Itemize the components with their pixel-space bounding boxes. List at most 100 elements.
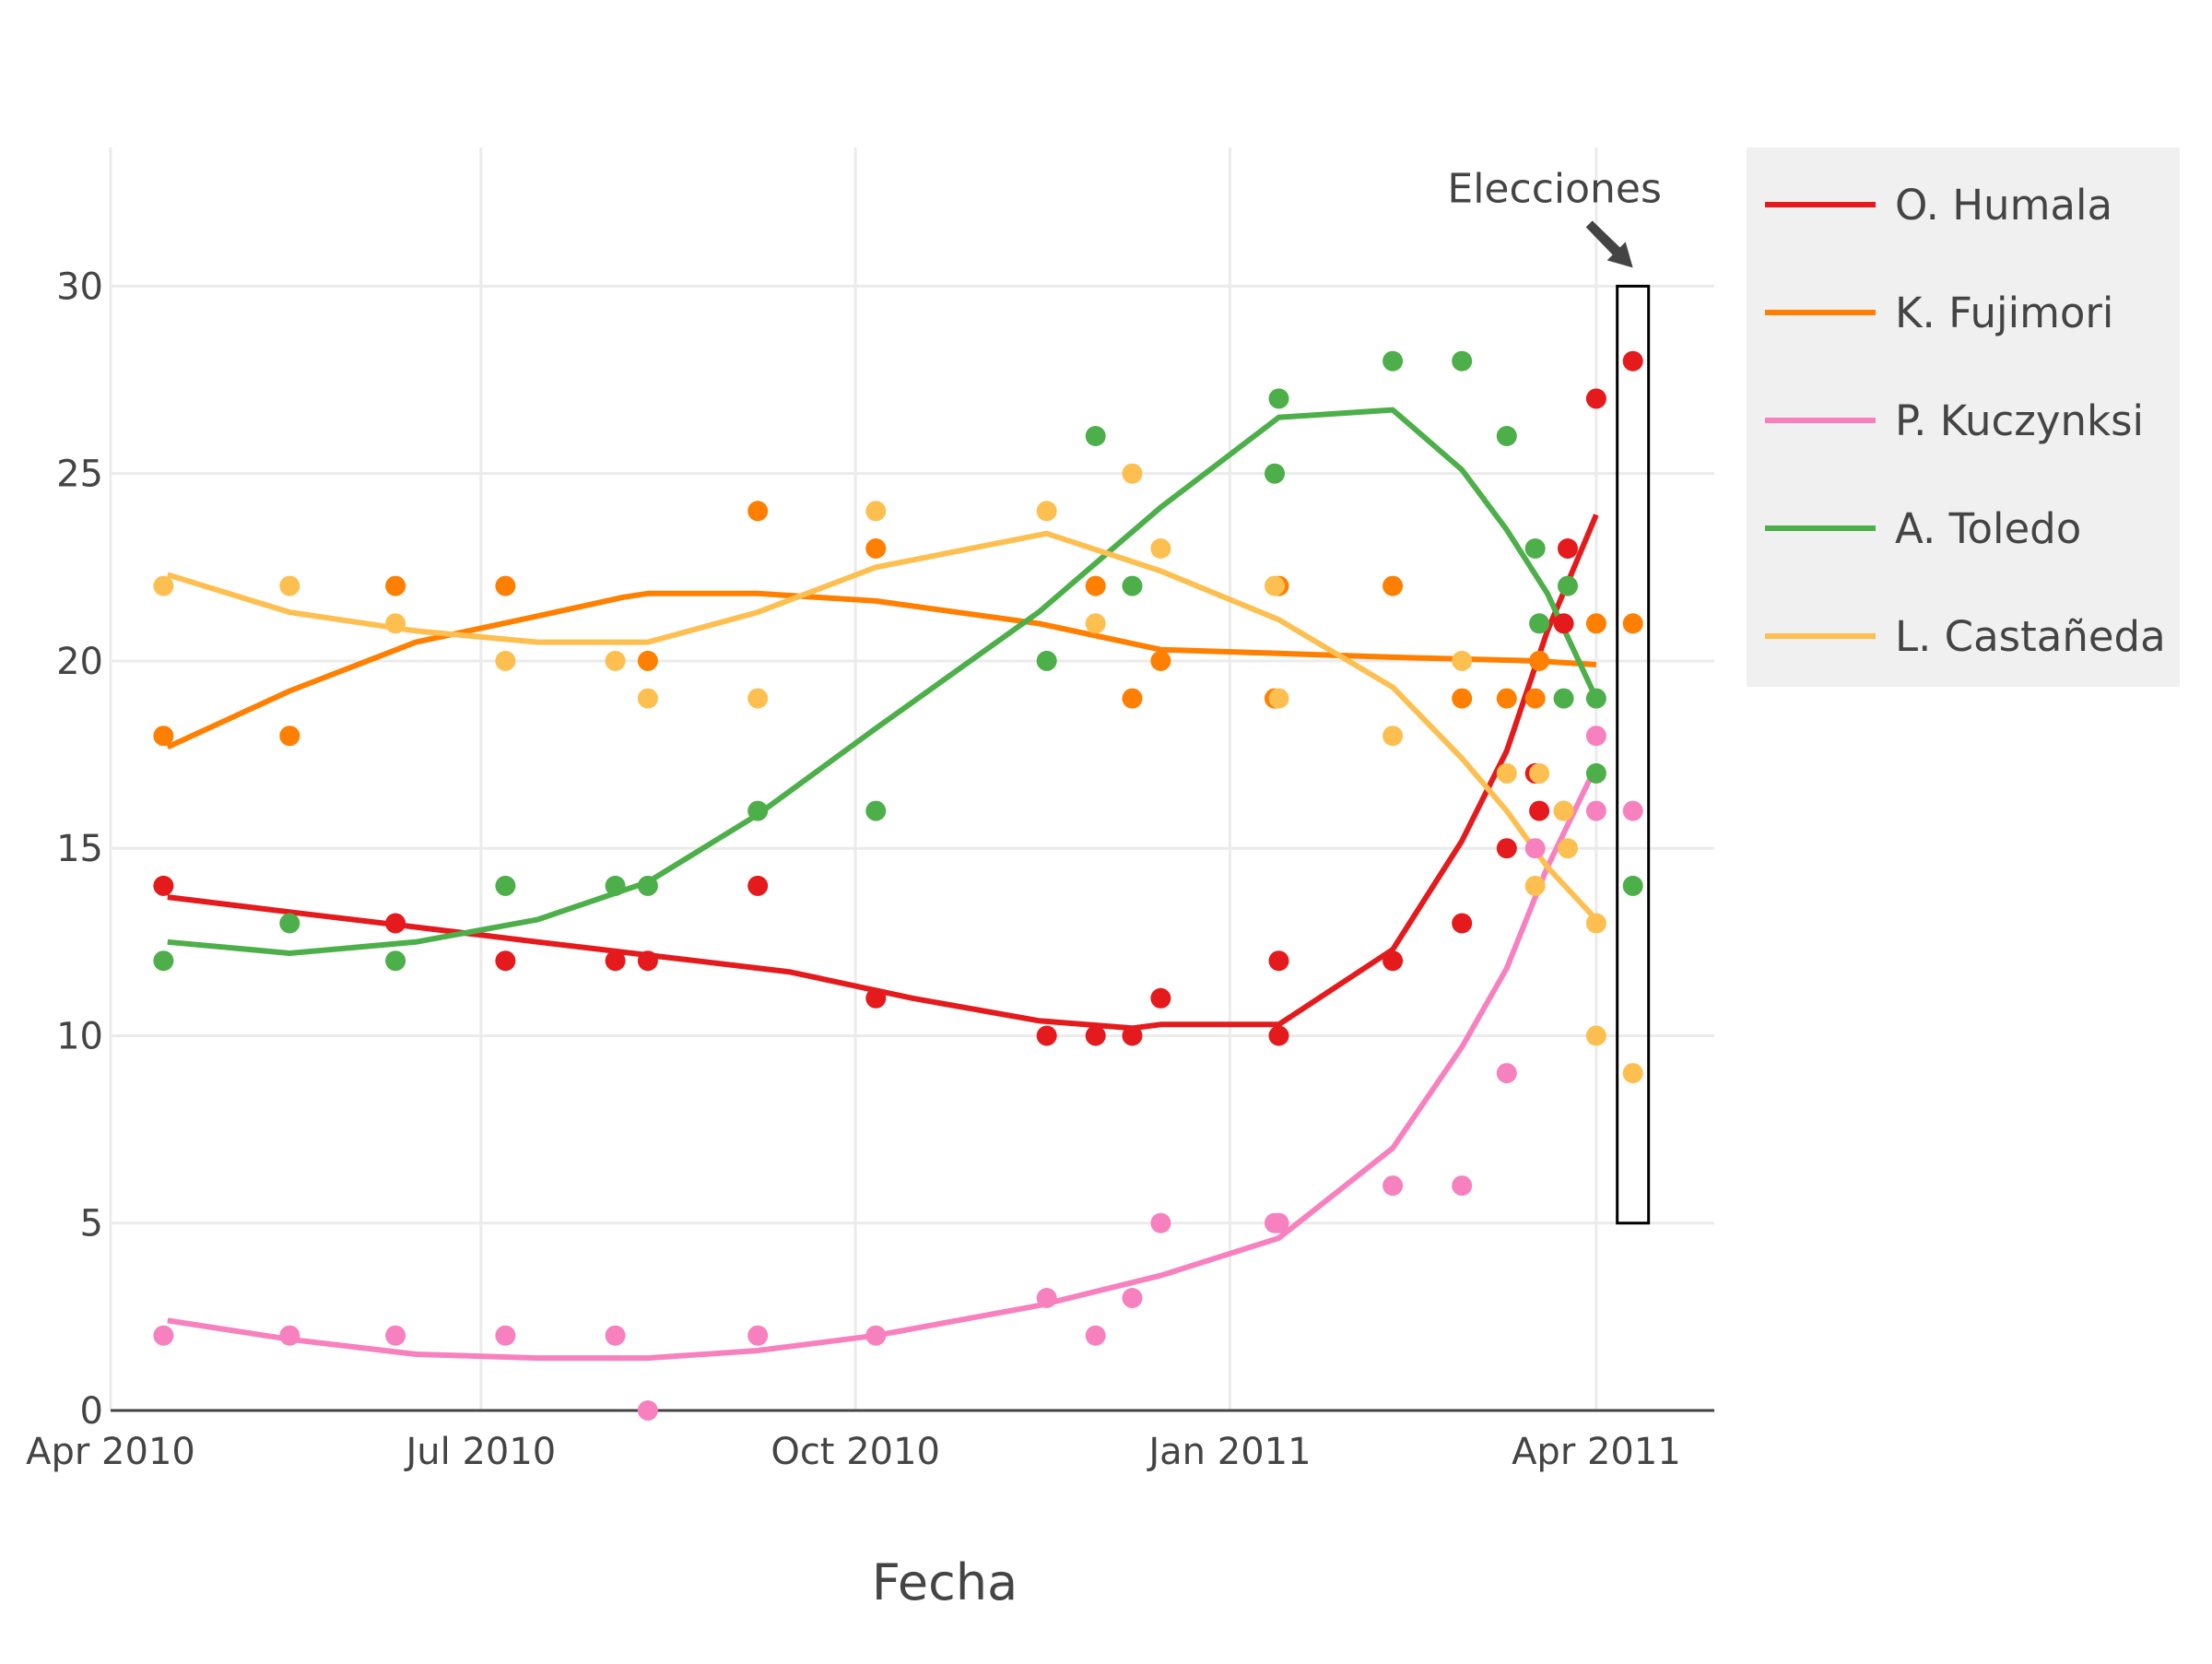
data-point bbox=[1382, 726, 1404, 747]
legend-label: O. Humala bbox=[1895, 181, 2112, 230]
data-point bbox=[1622, 800, 1643, 821]
legend-label: A. Toledo bbox=[1895, 504, 2081, 553]
x-tick-label: Oct 2010 bbox=[771, 1431, 940, 1473]
data-point bbox=[1496, 688, 1517, 709]
legend-item[interactable]: P. Kuczynksi bbox=[1765, 396, 2144, 445]
data-point bbox=[1265, 463, 1285, 484]
trend-lines bbox=[166, 407, 1599, 1362]
arrow-icon bbox=[1585, 220, 1633, 268]
data-point bbox=[495, 650, 516, 671]
data-point bbox=[1265, 575, 1285, 596]
data-point bbox=[1085, 1025, 1106, 1046]
data-point bbox=[747, 501, 769, 522]
data-point bbox=[1122, 688, 1143, 709]
x-axis-ticks: Apr 2010 Jul 2010 Oct 2010 Jan 2011 Apr 2011 bbox=[26, 1431, 1681, 1473]
data-point bbox=[153, 950, 174, 972]
y-tick-label: 10 bbox=[56, 1015, 103, 1057]
data-point bbox=[1558, 575, 1578, 596]
data-point bbox=[1085, 1325, 1106, 1346]
y-tick-label: 0 bbox=[80, 1390, 103, 1433]
data-point bbox=[637, 875, 658, 896]
x-tick-label: Jul 2010 bbox=[403, 1431, 556, 1473]
y-tick-label: 30 bbox=[56, 266, 103, 308]
data-point bbox=[153, 875, 174, 896]
data-point bbox=[385, 575, 406, 596]
legend-item[interactable]: K. Fujimori bbox=[1765, 289, 2113, 337]
data-point bbox=[1268, 1212, 1289, 1233]
data-point bbox=[153, 1325, 174, 1346]
legend-item[interactable]: L. Castañeda bbox=[1765, 612, 2166, 661]
data-point bbox=[1529, 613, 1550, 634]
legend[interactable]: O. Humala K. Fujimori P. Kuczynksi A. Toled… bbox=[1747, 148, 2180, 687]
data-point bbox=[1524, 688, 1546, 709]
data-point bbox=[1496, 426, 1517, 446]
y-tick-label: 15 bbox=[56, 828, 103, 870]
data-point bbox=[1382, 350, 1404, 372]
x-tick-label: Apr 2011 bbox=[1512, 1431, 1681, 1473]
data-point bbox=[1036, 1025, 1057, 1046]
data-point bbox=[1622, 350, 1643, 372]
data-point bbox=[1150, 987, 1171, 1009]
data-point bbox=[865, 800, 887, 821]
data-point bbox=[1036, 1288, 1057, 1308]
data-point bbox=[1496, 762, 1517, 784]
data-point bbox=[1524, 838, 1546, 859]
data-point bbox=[1529, 800, 1550, 821]
data-point bbox=[1585, 726, 1606, 747]
legend-label: L. Castañeda bbox=[1895, 612, 2166, 661]
data-point bbox=[1585, 613, 1606, 634]
legend-label: K. Fujimori bbox=[1895, 289, 2113, 337]
data-point bbox=[1268, 950, 1289, 972]
legend-item[interactable]: O. Humala bbox=[1765, 181, 2112, 230]
data-point bbox=[1150, 1212, 1171, 1233]
data-point bbox=[1496, 1063, 1517, 1084]
legend-items: O. Humala K. Fujimori P. Kuczynksi A. Toled… bbox=[1765, 181, 2166, 661]
data-point bbox=[1382, 1175, 1404, 1197]
data-point bbox=[1585, 913, 1606, 934]
data-point bbox=[279, 726, 300, 747]
data-point bbox=[1085, 613, 1106, 634]
data-point bbox=[1585, 1025, 1606, 1046]
data-point bbox=[747, 688, 769, 709]
y-tick-label: 20 bbox=[56, 641, 103, 683]
data-point bbox=[1150, 538, 1171, 559]
data-point bbox=[747, 1325, 769, 1346]
data-point bbox=[153, 726, 174, 747]
data-point bbox=[605, 950, 626, 972]
data-point bbox=[1122, 1288, 1143, 1308]
data-point bbox=[1585, 388, 1606, 409]
data-point bbox=[637, 688, 658, 709]
data-point bbox=[865, 538, 887, 559]
x-tick-label: Jan 2011 bbox=[1146, 1431, 1311, 1473]
data-point bbox=[1529, 762, 1550, 784]
data-point bbox=[1122, 575, 1143, 596]
data-point bbox=[1524, 875, 1546, 896]
data-point bbox=[1452, 350, 1473, 372]
legend-item[interactable]: A. Toledo bbox=[1765, 504, 2081, 553]
data-point bbox=[1268, 388, 1289, 409]
data-point bbox=[1268, 688, 1289, 709]
data-point bbox=[1150, 650, 1171, 671]
data-point bbox=[1452, 913, 1473, 934]
data-points bbox=[153, 350, 1643, 1421]
data-point bbox=[385, 1325, 406, 1346]
data-point bbox=[865, 987, 887, 1009]
data-point bbox=[1122, 1025, 1143, 1046]
data-point bbox=[1036, 650, 1057, 671]
data-point bbox=[1529, 650, 1550, 671]
trend-line bbox=[166, 530, 1599, 922]
data-point bbox=[1085, 426, 1106, 446]
data-point bbox=[385, 950, 406, 972]
y-tick-label: 25 bbox=[56, 454, 103, 496]
data-point bbox=[495, 575, 516, 596]
data-point bbox=[1452, 688, 1473, 709]
data-point bbox=[1558, 538, 1578, 559]
data-point bbox=[1553, 688, 1574, 709]
legend-label: P. Kuczynksi bbox=[1895, 396, 2144, 445]
data-point bbox=[637, 950, 658, 972]
legend-background bbox=[1747, 148, 2180, 687]
data-point bbox=[1553, 800, 1574, 821]
data-point bbox=[1622, 613, 1643, 634]
data-point bbox=[865, 1325, 887, 1346]
